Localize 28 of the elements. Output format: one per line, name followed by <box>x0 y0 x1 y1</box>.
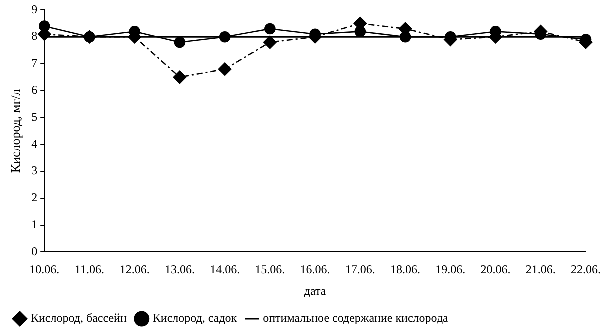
legend-label: оптимальное содержание кислорода <box>263 311 450 326</box>
x-axis-title: дата <box>304 284 327 298</box>
y-tick-label: 2 <box>32 190 38 205</box>
x-tick-label: 18.06. <box>390 262 421 277</box>
x-tick-label: 14.06. <box>210 262 240 277</box>
x-tick-label: 16.06. <box>300 262 330 277</box>
y-tick-label: 4 <box>32 136 38 151</box>
y-tick-label: 1 <box>32 217 38 232</box>
legend-label: Кислород, бассейн <box>31 311 128 326</box>
x-tick-label: 15.06. <box>255 262 286 277</box>
x-tick-label: 13.06. <box>164 262 195 277</box>
x-tick-label: 20.06. <box>480 262 511 277</box>
y-tick-label: 0 <box>32 244 38 258</box>
y-axis-title: Кислород, мг/л <box>8 88 24 174</box>
x-tick-label: 17.06. <box>345 262 376 277</box>
y-tick-label: 7 <box>32 56 38 70</box>
y-tick-label: 8 <box>32 29 38 44</box>
x-tick-label: 12.06. <box>120 262 150 277</box>
y-tick-label: 5 <box>32 110 38 124</box>
x-tick-label: 22.06. <box>571 262 601 277</box>
x-tick-label: 10.06. <box>30 262 60 277</box>
y-tick-label: 6 <box>32 83 38 98</box>
legend-label: Кислород, садок <box>152 311 238 326</box>
x-tick-label: 19.06. <box>436 262 466 277</box>
x-tick-label: 11.06. <box>74 262 104 277</box>
x-tick-label: 21.06. <box>526 262 556 277</box>
y-tick-label: 9 <box>32 2 38 16</box>
y-tick-label: 3 <box>32 164 38 178</box>
